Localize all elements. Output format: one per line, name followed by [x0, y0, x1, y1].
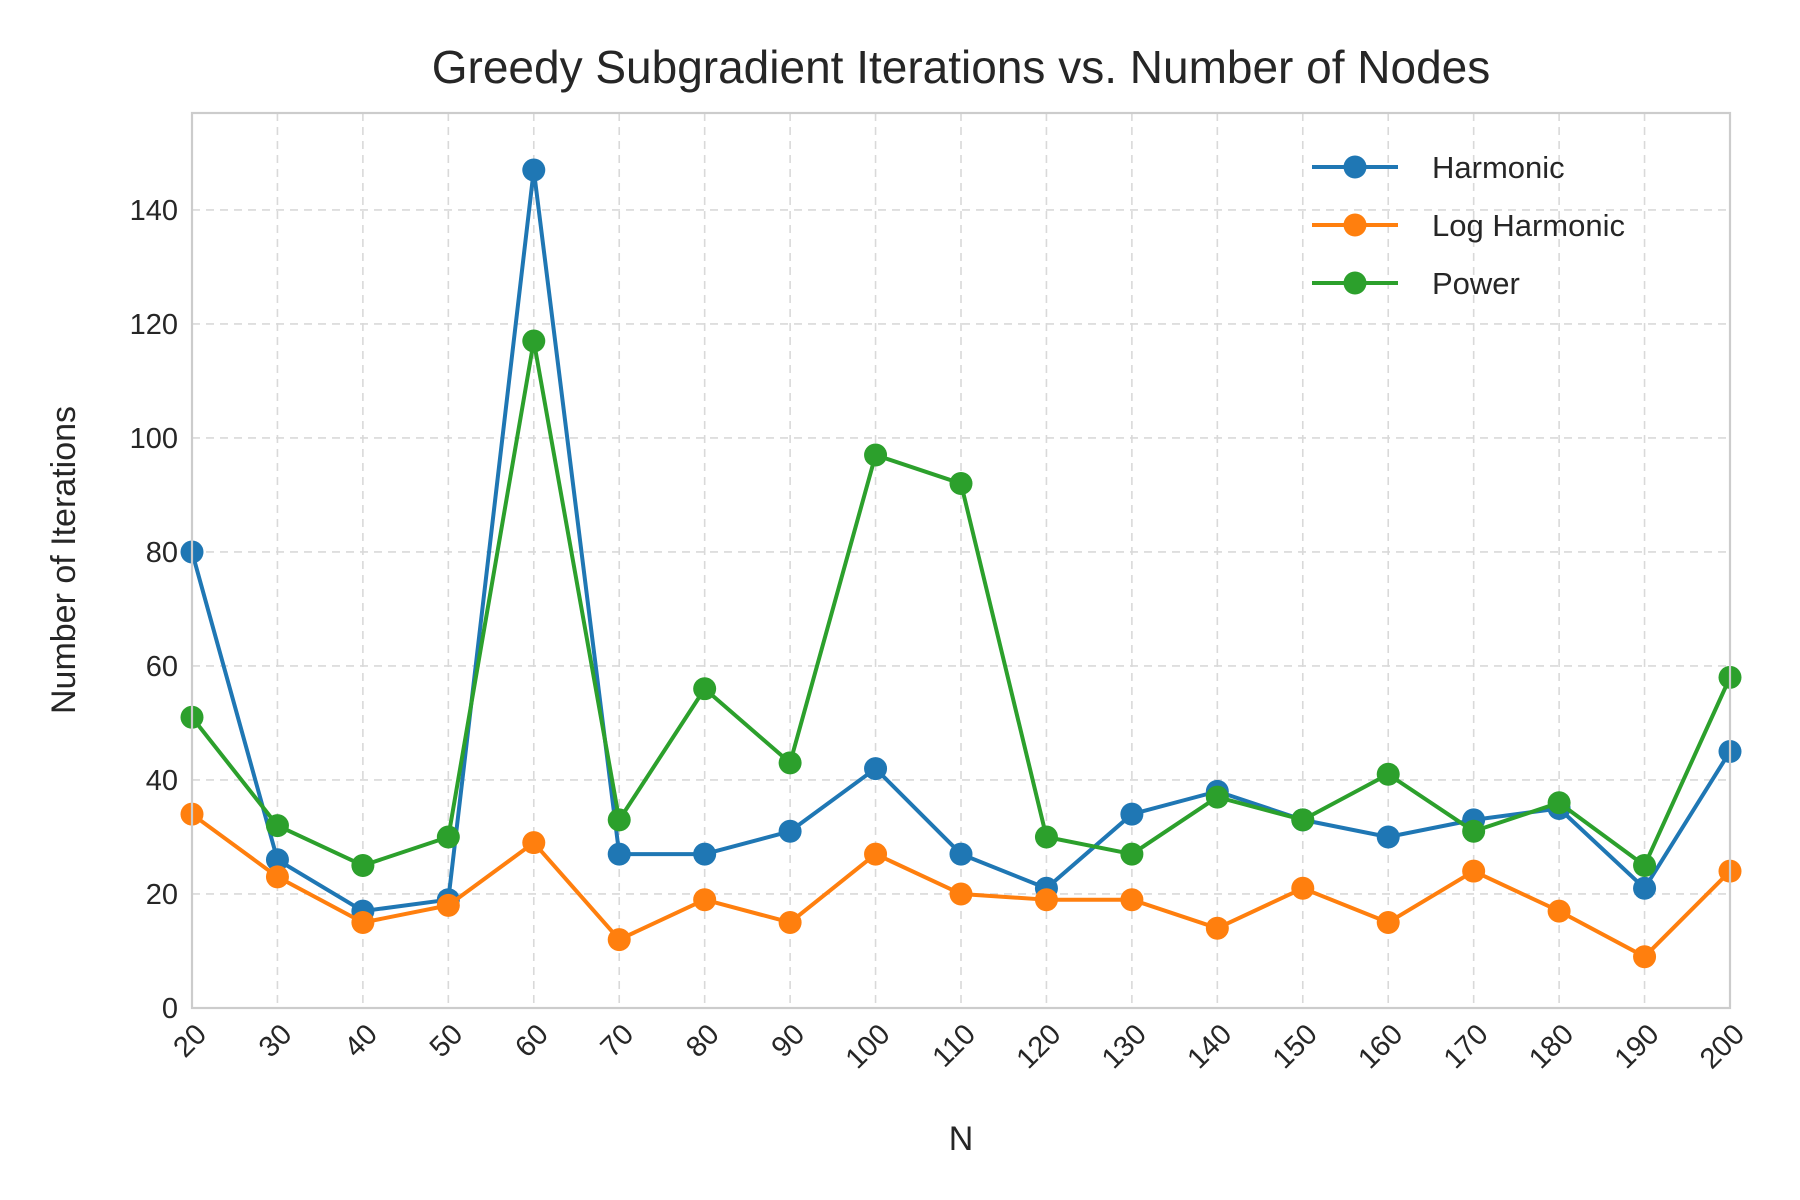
x-tick-label: 30 [253, 1018, 298, 1063]
data-point-power [1120, 842, 1144, 866]
data-point-harmonic [864, 757, 888, 781]
data-point-power [949, 472, 973, 496]
series-layer [180, 158, 1742, 969]
legend: Harmonic Log Harmonic Power [1312, 150, 1625, 301]
y-tick-label: 120 [130, 309, 178, 341]
data-point-power [1034, 825, 1058, 849]
legend-item-log-harmonic: Log Harmonic [1312, 208, 1625, 243]
x-tick-label: 90 [766, 1018, 811, 1063]
data-point-log-harmonic [1462, 859, 1486, 883]
plot-frame [190, 111, 1732, 1010]
y-tick-label: 140 [130, 195, 178, 227]
data-point-harmonic [522, 158, 546, 182]
data-point-power [351, 853, 375, 877]
x-tick-label: 200 [1694, 1018, 1751, 1075]
x-axis-label: N [949, 1120, 974, 1158]
data-point-power [1633, 853, 1657, 877]
data-point-power [1291, 808, 1315, 832]
data-point-log-harmonic [1291, 876, 1315, 900]
x-tick-label: 60 [509, 1018, 554, 1063]
data-point-log-harmonic [265, 865, 289, 889]
data-point-log-harmonic [693, 888, 717, 912]
data-point-harmonic [265, 848, 289, 872]
data-point-power [693, 677, 717, 701]
data-point-log-harmonic [864, 842, 888, 866]
x-tick-label: 50 [424, 1018, 469, 1063]
data-point-log-harmonic [1633, 945, 1657, 969]
data-point-log-harmonic [522, 831, 546, 855]
legend-label-harmonic: Harmonic [1432, 150, 1565, 185]
data-point-harmonic [949, 842, 973, 866]
data-point-harmonic [607, 842, 631, 866]
legend-marker-log-harmonic [1343, 213, 1367, 237]
data-point-power [1547, 791, 1571, 815]
data-point-power [522, 329, 546, 353]
x-tick-label: 140 [1181, 1018, 1238, 1075]
y-axis-label: Number of Iterations [45, 406, 83, 714]
x-tick-label: 80 [680, 1018, 725, 1063]
data-point-log-harmonic [436, 893, 460, 917]
data-point-power [607, 808, 631, 832]
x-tick-label: 70 [595, 1018, 640, 1063]
y-tick-label: 20 [146, 879, 178, 911]
legend-item-harmonic: Harmonic [1312, 150, 1565, 185]
data-point-harmonic [693, 842, 717, 866]
data-point-log-harmonic [351, 910, 375, 934]
x-tick-label: 180 [1523, 1018, 1580, 1075]
x-tick-label: 130 [1096, 1018, 1153, 1075]
x-tick-label: 170 [1438, 1018, 1495, 1075]
x-tick-label: 160 [1352, 1018, 1409, 1075]
legend-label-power: Power [1432, 266, 1520, 301]
data-point-power [265, 814, 289, 838]
x-tick-label: 110 [927, 1018, 982, 1073]
y-tick-label: 100 [130, 423, 178, 455]
y-tick-label: 40 [146, 765, 178, 797]
data-point-harmonic [1120, 802, 1144, 826]
data-point-log-harmonic [1034, 888, 1058, 912]
data-point-log-harmonic [778, 910, 802, 934]
x-tick-label: 40 [338, 1018, 383, 1063]
data-point-power [1376, 762, 1400, 786]
series-power [180, 329, 1742, 877]
data-point-log-harmonic [1205, 916, 1229, 940]
data-point-log-harmonic [607, 928, 631, 952]
y-tick-labels: 0 20 40 60 80 100 120 140 [130, 195, 178, 1025]
x-tick-label: 120 [1011, 1018, 1068, 1075]
grid [191, 113, 1731, 1009]
y-tick-label: 0 [162, 993, 178, 1025]
series-log-harmonic [180, 802, 1742, 969]
x-tick-label: 150 [1267, 1018, 1324, 1075]
data-point-harmonic [1376, 825, 1400, 849]
x-tick-labels: 20 30 40 50 60 70 80 90 100 110 120 130 140 150 160 170… [168, 1018, 1751, 1075]
y-tick-label: 80 [146, 537, 178, 569]
x-tick-label: 100 [840, 1018, 897, 1075]
y-tick-label: 60 [146, 651, 178, 683]
data-point-power [864, 443, 888, 467]
data-point-power [436, 825, 460, 849]
data-point-log-harmonic [1547, 899, 1571, 923]
legend-marker-harmonic [1343, 155, 1367, 179]
data-point-harmonic [778, 819, 802, 843]
data-point-power [1205, 785, 1229, 809]
chart-title: Greedy Subgradient Iterations vs. Number… [432, 41, 1491, 93]
data-point-harmonic [1633, 876, 1657, 900]
legend-marker-power [1343, 271, 1367, 295]
data-point-log-harmonic [1120, 888, 1144, 912]
x-tick-label: 20 [168, 1018, 213, 1063]
data-point-power [1462, 819, 1486, 843]
data-point-log-harmonic [949, 882, 973, 906]
data-point-power [778, 751, 802, 775]
x-tick-label: 190 [1609, 1018, 1666, 1075]
data-point-log-harmonic [1376, 910, 1400, 934]
legend-item-power: Power [1312, 266, 1520, 301]
legend-label-log-harmonic: Log Harmonic [1432, 208, 1625, 243]
